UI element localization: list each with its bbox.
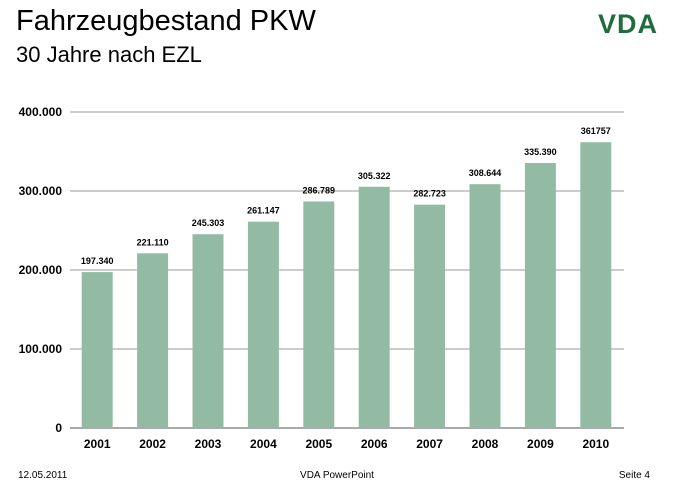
x-category-label: 2004 bbox=[250, 437, 277, 451]
vda-logo: VDA bbox=[597, 9, 658, 39]
x-category-label: 2003 bbox=[195, 437, 222, 451]
y-tick-label: 100.000 bbox=[19, 342, 63, 356]
bar-2003 bbox=[192, 234, 224, 428]
x-category-label: 2005 bbox=[305, 437, 332, 451]
x-category-label: 2002 bbox=[139, 437, 166, 451]
data-label: 305.322 bbox=[358, 171, 391, 181]
data-label: 197.340 bbox=[81, 256, 114, 266]
bar-2006 bbox=[358, 186, 390, 428]
x-category-label: 2009 bbox=[527, 437, 554, 451]
bar-2009 bbox=[524, 163, 556, 428]
bar-2004 bbox=[247, 221, 279, 428]
data-label: 308.644 bbox=[469, 168, 502, 178]
bar-2005 bbox=[303, 201, 335, 428]
data-label: 286.789 bbox=[303, 185, 336, 195]
x-category-label: 2001 bbox=[84, 437, 111, 451]
x-category-label: 2008 bbox=[472, 437, 499, 451]
data-label: 261.147 bbox=[247, 206, 280, 216]
y-tick-label: 200.000 bbox=[19, 263, 63, 277]
chart-labels: 0 100.000 200.000 300.000 400.000 197.340 2001… bbox=[19, 105, 611, 451]
slide-title: Fahrzeugbestand PKW bbox=[16, 5, 316, 37]
data-label: 221.110 bbox=[137, 237, 169, 247]
data-label: 245.303 bbox=[192, 218, 225, 228]
bar-2001 bbox=[81, 272, 113, 428]
footer-title: VDA PowerPoint bbox=[300, 470, 374, 481]
x-category-label: 2006 bbox=[361, 437, 388, 451]
bar-2010 bbox=[580, 142, 612, 428]
y-tick-label: 400.000 bbox=[19, 105, 63, 119]
data-label: 282.723 bbox=[413, 189, 446, 199]
bar-2008 bbox=[469, 184, 501, 428]
footer-page-number: Seite 4 bbox=[618, 470, 650, 481]
bar-2002 bbox=[137, 253, 169, 428]
chart-bars bbox=[81, 142, 612, 428]
bar-2007 bbox=[414, 204, 446, 428]
x-category-label: 2010 bbox=[582, 437, 609, 451]
x-category-label: 2007 bbox=[416, 437, 443, 451]
y-tick-label: 300.000 bbox=[19, 184, 63, 198]
data-label: 361757 bbox=[581, 126, 611, 136]
footer-date: 12.05.2011 bbox=[18, 470, 68, 481]
slide-subtitle: 30 Jahre nach EZL bbox=[16, 42, 202, 67]
y-tick-label: 0 bbox=[55, 421, 62, 435]
data-label: 335.390 bbox=[524, 147, 557, 157]
